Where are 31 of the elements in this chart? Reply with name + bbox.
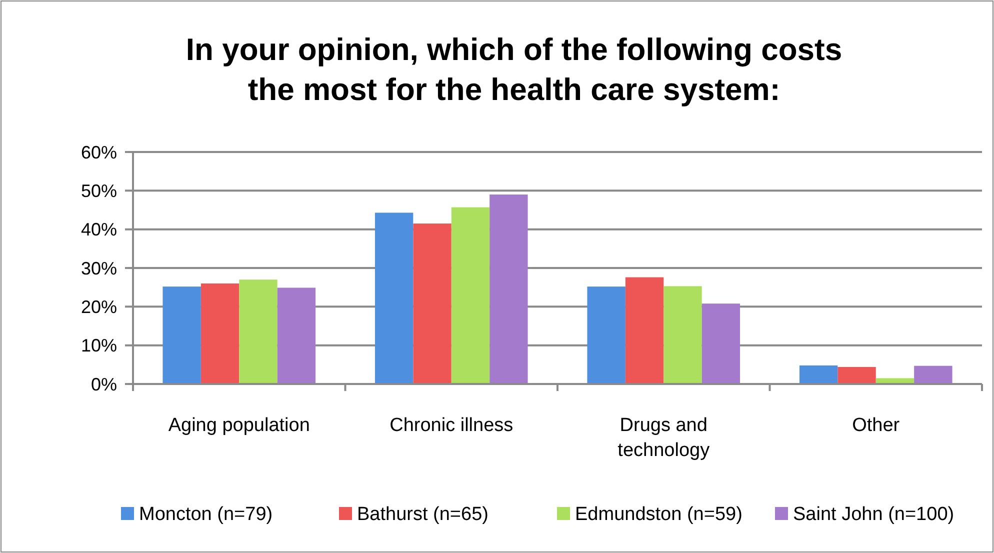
y-tick-label: 50% <box>80 180 117 201</box>
legend-label: Saint John (n=100) <box>793 504 954 525</box>
bar <box>162 286 201 384</box>
bar <box>914 366 952 384</box>
y-tick-label: 20% <box>80 296 117 317</box>
bar <box>451 207 490 384</box>
bar <box>587 286 626 384</box>
bar <box>413 224 452 384</box>
bar <box>625 277 664 384</box>
legend-label: Bathurst (n=65) <box>357 504 488 525</box>
chart-title: In your opinion, which of the following costs the most for the health care system: <box>186 32 842 107</box>
bar <box>200 283 240 384</box>
bar <box>490 194 528 384</box>
y-tick-label: 30% <box>80 258 117 278</box>
bar <box>374 212 414 384</box>
x-tick-label: Aging population <box>168 415 310 436</box>
x-tick-label: Chronic illness <box>390 415 514 436</box>
bar <box>664 286 702 384</box>
x-tick-label: Other <box>852 415 900 436</box>
legend-label: Edmundston (n=59) <box>575 504 742 525</box>
bar <box>277 288 316 384</box>
bar <box>239 280 278 384</box>
bar <box>799 365 838 384</box>
legend-label: Moncton (n=79) <box>139 504 273 525</box>
y-tick-label: 60% <box>80 142 117 162</box>
bar <box>838 366 876 384</box>
x-tick-label: Drugs and technology <box>618 415 710 461</box>
y-tick-label: 10% <box>80 336 117 356</box>
y-tick-label: 40% <box>80 220 117 240</box>
y-tick-label: 0% <box>90 374 117 394</box>
bar <box>702 304 740 384</box>
